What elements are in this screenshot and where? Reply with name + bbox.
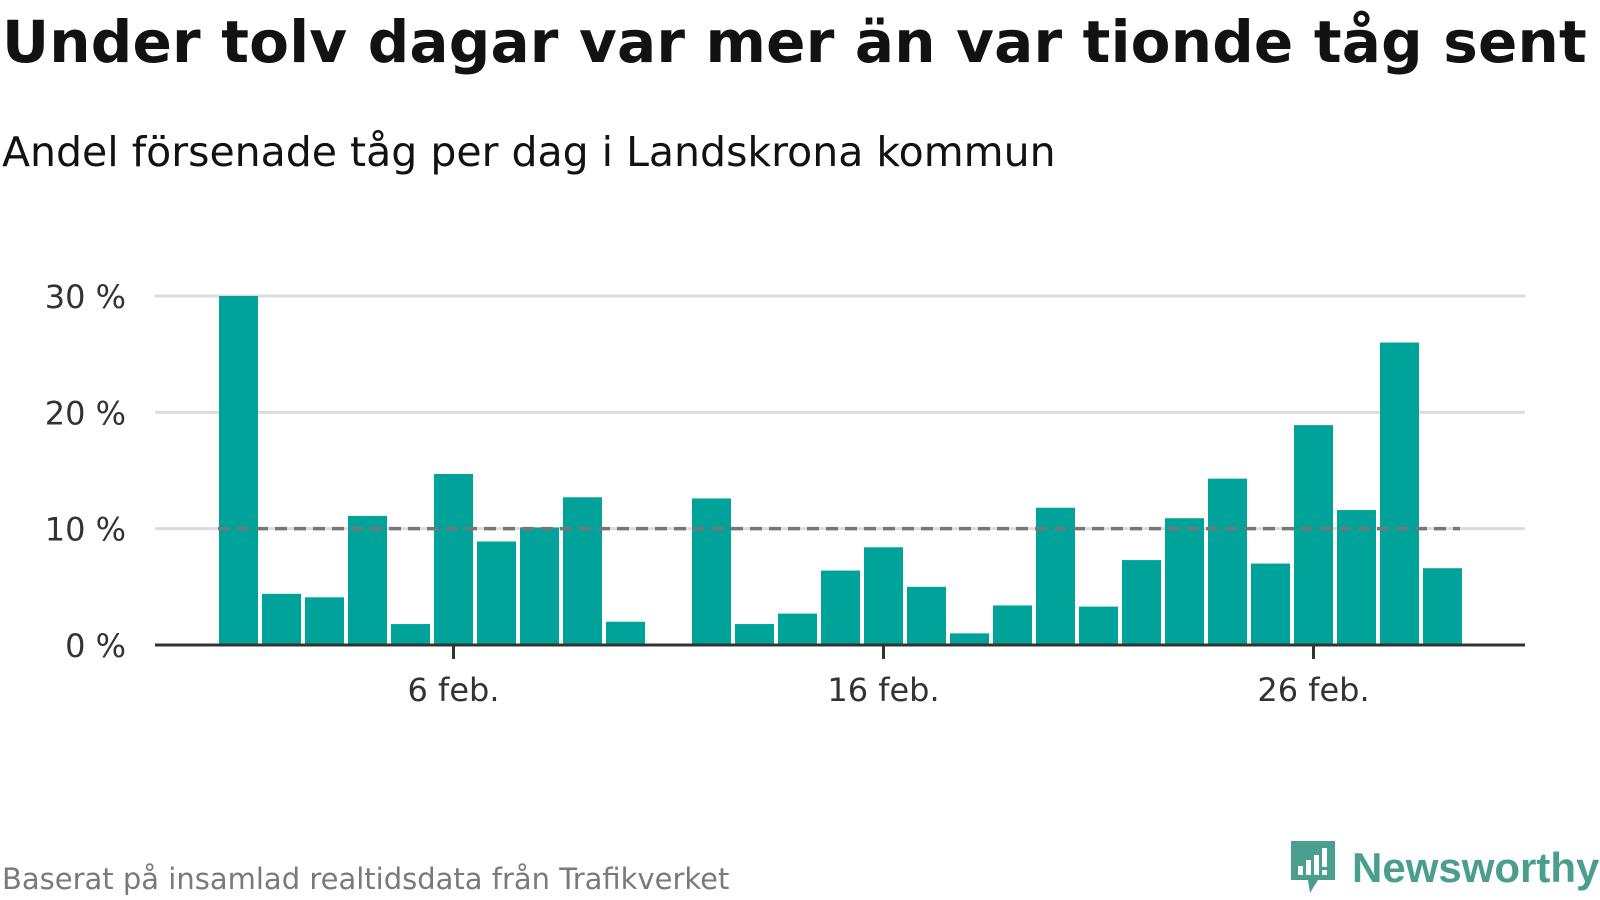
x-tick-label: 6 feb.: [408, 671, 500, 709]
y-tick-label: 20 %: [45, 394, 126, 432]
x-tick-label: 16 feb.: [827, 671, 939, 709]
bar: [391, 624, 430, 645]
bar: [1122, 560, 1161, 645]
bar: [993, 605, 1032, 645]
y-tick-label: 0 %: [65, 627, 126, 665]
bar: [1079, 606, 1118, 645]
source-note: Baserat på insamlad realtidsdata från Tr…: [2, 862, 730, 896]
bar: [1165, 518, 1204, 645]
bar: [778, 613, 817, 645]
bar: [821, 570, 860, 645]
bar: [606, 621, 645, 645]
bar: [907, 586, 946, 645]
y-tick-label: 30 %: [45, 278, 126, 316]
bar: [1036, 507, 1075, 645]
brand-name: Newsworthy: [1352, 844, 1600, 891]
bar: [1208, 478, 1247, 645]
bar: [692, 498, 731, 645]
bar: [219, 296, 258, 645]
chart-title: Under tolv dagar var mer än var tionde t…: [2, 8, 1587, 76]
bar: [1294, 425, 1333, 645]
axes: 0 % 10 % 20 % 30 % 6 feb. 16 feb. 26 feb.: [45, 278, 1525, 709]
bar: [434, 473, 473, 645]
bar: [348, 515, 387, 645]
bar: [477, 541, 516, 645]
bar: [950, 633, 989, 645]
bar-chart-bubble-icon: [1291, 841, 1335, 893]
bar: [1251, 563, 1290, 645]
newsworthy-logo: Newsworthy: [1288, 838, 1599, 898]
bar: [1423, 568, 1462, 645]
bars: [219, 296, 1462, 645]
bar: [864, 547, 903, 645]
bar: [563, 497, 602, 645]
x-tick-label: 26 feb.: [1257, 671, 1369, 709]
y-tick-label: 10 %: [45, 511, 126, 549]
bar: [262, 593, 301, 645]
bar: [1380, 342, 1419, 645]
chart-subtitle: Andel försenade tåg per dag i Landskrona…: [2, 128, 1056, 176]
bar: [305, 597, 344, 645]
bar: [1337, 510, 1376, 645]
bar: [735, 624, 774, 645]
bar: [520, 527, 559, 645]
